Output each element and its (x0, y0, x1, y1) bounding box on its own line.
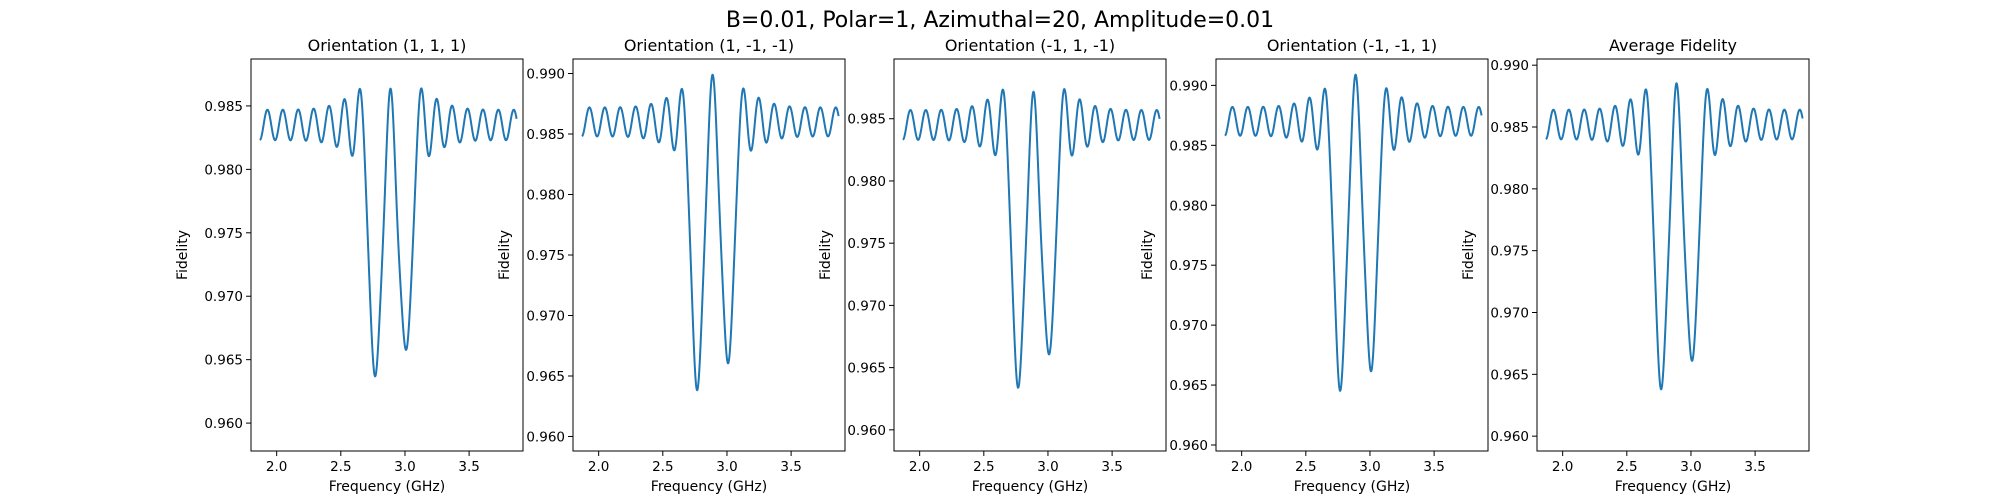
subplot-title: Average Fidelity (1609, 36, 1737, 55)
y-tick-label: 0.985 (847, 112, 886, 128)
y-axis-label: Fidelity (1140, 230, 1156, 280)
x-tick-label: 2.5 (1616, 459, 1637, 475)
subplot-5: 2.0 2.5 3.0 3.5 0.960 0.965 0.970 0.975 0.980 0.9… (1461, 36, 1809, 495)
x-tick-label: 3.5 (1423, 459, 1444, 475)
x-tick-label: 2.0 (1552, 459, 1573, 475)
y-tick-label: 0.985 (1490, 120, 1529, 136)
figure-title: B=0.01, Polar=1, Azimuthal=20, Amplitude… (726, 8, 1274, 33)
x-axis-label: Frequency (GHz) (972, 479, 1088, 495)
subplot-4: 2.0 2.5 3.0 3.5 0.960 0.965 0.970 0.975 0.980 0.9… (1140, 36, 1488, 495)
y-tick-label: 0.980 (1490, 182, 1529, 198)
x-axis-label: Frequency (GHz) (651, 479, 767, 495)
y-tick-label: 0.965 (204, 353, 243, 369)
x-tick-label: 2.5 (973, 459, 994, 475)
y-axis-label: Fidelity (818, 230, 834, 280)
y-tick-label: 0.965 (847, 361, 886, 377)
subplot-3: 2.0 2.5 3.0 3.5 0.960 0.965 0.970 0.975 0.980 0.9… (818, 36, 1166, 495)
y-tick-label: 0.975 (1490, 244, 1529, 260)
y-tick-label: 0.965 (1169, 378, 1208, 394)
y-tick-label: 0.970 (1169, 318, 1208, 334)
x-tick-label: 3.0 (716, 459, 737, 475)
y-axis-label: Fidelity (497, 230, 513, 280)
subplot-title: Orientation (-1, 1, -1) (945, 36, 1115, 55)
x-tick-label: 2.5 (1295, 459, 1316, 475)
x-tick-label: 3.0 (1680, 459, 1701, 475)
subplot-2: 2.0 2.5 3.0 3.5 0.960 0.965 0.970 0.975 0.980 0.9… (497, 36, 845, 495)
x-tick-label: 3.0 (1037, 459, 1058, 475)
x-tick-label: 3.5 (458, 459, 479, 475)
y-tick-label: 0.985 (526, 127, 565, 143)
series-line-3 (903, 89, 1160, 388)
y-tick-label: 0.975 (847, 236, 886, 252)
subplot-title: Orientation (1, -1, -1) (624, 36, 794, 55)
y-tick-label: 0.970 (1490, 306, 1529, 322)
x-axis-label: Frequency (GHz) (329, 479, 445, 495)
y-tick-label: 0.990 (526, 67, 565, 83)
x-tick-label: 3.5 (1744, 459, 1765, 475)
x-axis-label: Frequency (GHz) (1615, 479, 1731, 495)
y-tick-label: 0.980 (526, 188, 565, 204)
y-tick-label: 0.990 (1490, 58, 1529, 74)
x-tick-label: 2.0 (266, 459, 287, 475)
y-tick-label: 0.980 (1169, 198, 1208, 214)
y-tick-label: 0.960 (526, 429, 565, 445)
x-axis-label: Frequency (GHz) (1294, 479, 1410, 495)
y-tick-label: 0.975 (1169, 258, 1208, 274)
y-tick-label: 0.970 (204, 289, 243, 305)
y-tick-label: 0.980 (204, 162, 243, 178)
series-line-5 (1546, 83, 1803, 389)
y-tick-label: 0.965 (526, 369, 565, 385)
subplot-1: 2.0 2.5 3.0 3.5 0.960 0.965 0.970 0.975 0.980 0.9… (175, 36, 523, 495)
y-axis-label: Fidelity (1461, 230, 1477, 280)
x-tick-label: 2.0 (588, 459, 609, 475)
x-tick-label: 3.0 (394, 459, 415, 475)
x-tick-label: 2.0 (909, 459, 930, 475)
x-tick-label: 2.0 (1231, 459, 1252, 475)
series-line-2 (582, 75, 839, 391)
y-tick-label: 0.985 (1169, 138, 1208, 154)
x-tick-label: 2.5 (652, 459, 673, 475)
y-tick-label: 0.960 (1490, 429, 1529, 445)
y-tick-label: 0.960 (1169, 438, 1208, 454)
subplot-title: Orientation (1, 1, 1) (308, 36, 467, 55)
y-tick-label: 0.960 (204, 416, 243, 432)
y-tick-label: 0.980 (847, 174, 886, 190)
y-tick-label: 0.985 (204, 99, 243, 115)
y-tick-label: 0.990 (1169, 78, 1208, 94)
y-tick-label: 0.970 (847, 298, 886, 314)
y-tick-label: 0.965 (1490, 367, 1529, 383)
y-axis-label: Fidelity (175, 230, 191, 280)
y-tick-label: 0.975 (204, 226, 243, 242)
x-tick-label: 3.5 (1101, 459, 1122, 475)
x-tick-label: 2.5 (330, 459, 351, 475)
x-tick-label: 3.5 (780, 459, 801, 475)
subplot-title: Orientation (-1, -1, 1) (1267, 36, 1437, 55)
series-line-4 (1225, 75, 1482, 391)
y-tick-label: 0.960 (847, 423, 886, 439)
series-line-1 (260, 88, 517, 376)
x-tick-label: 3.0 (1359, 459, 1380, 475)
y-tick-label: 0.975 (526, 248, 565, 264)
y-tick-label: 0.970 (526, 308, 565, 324)
